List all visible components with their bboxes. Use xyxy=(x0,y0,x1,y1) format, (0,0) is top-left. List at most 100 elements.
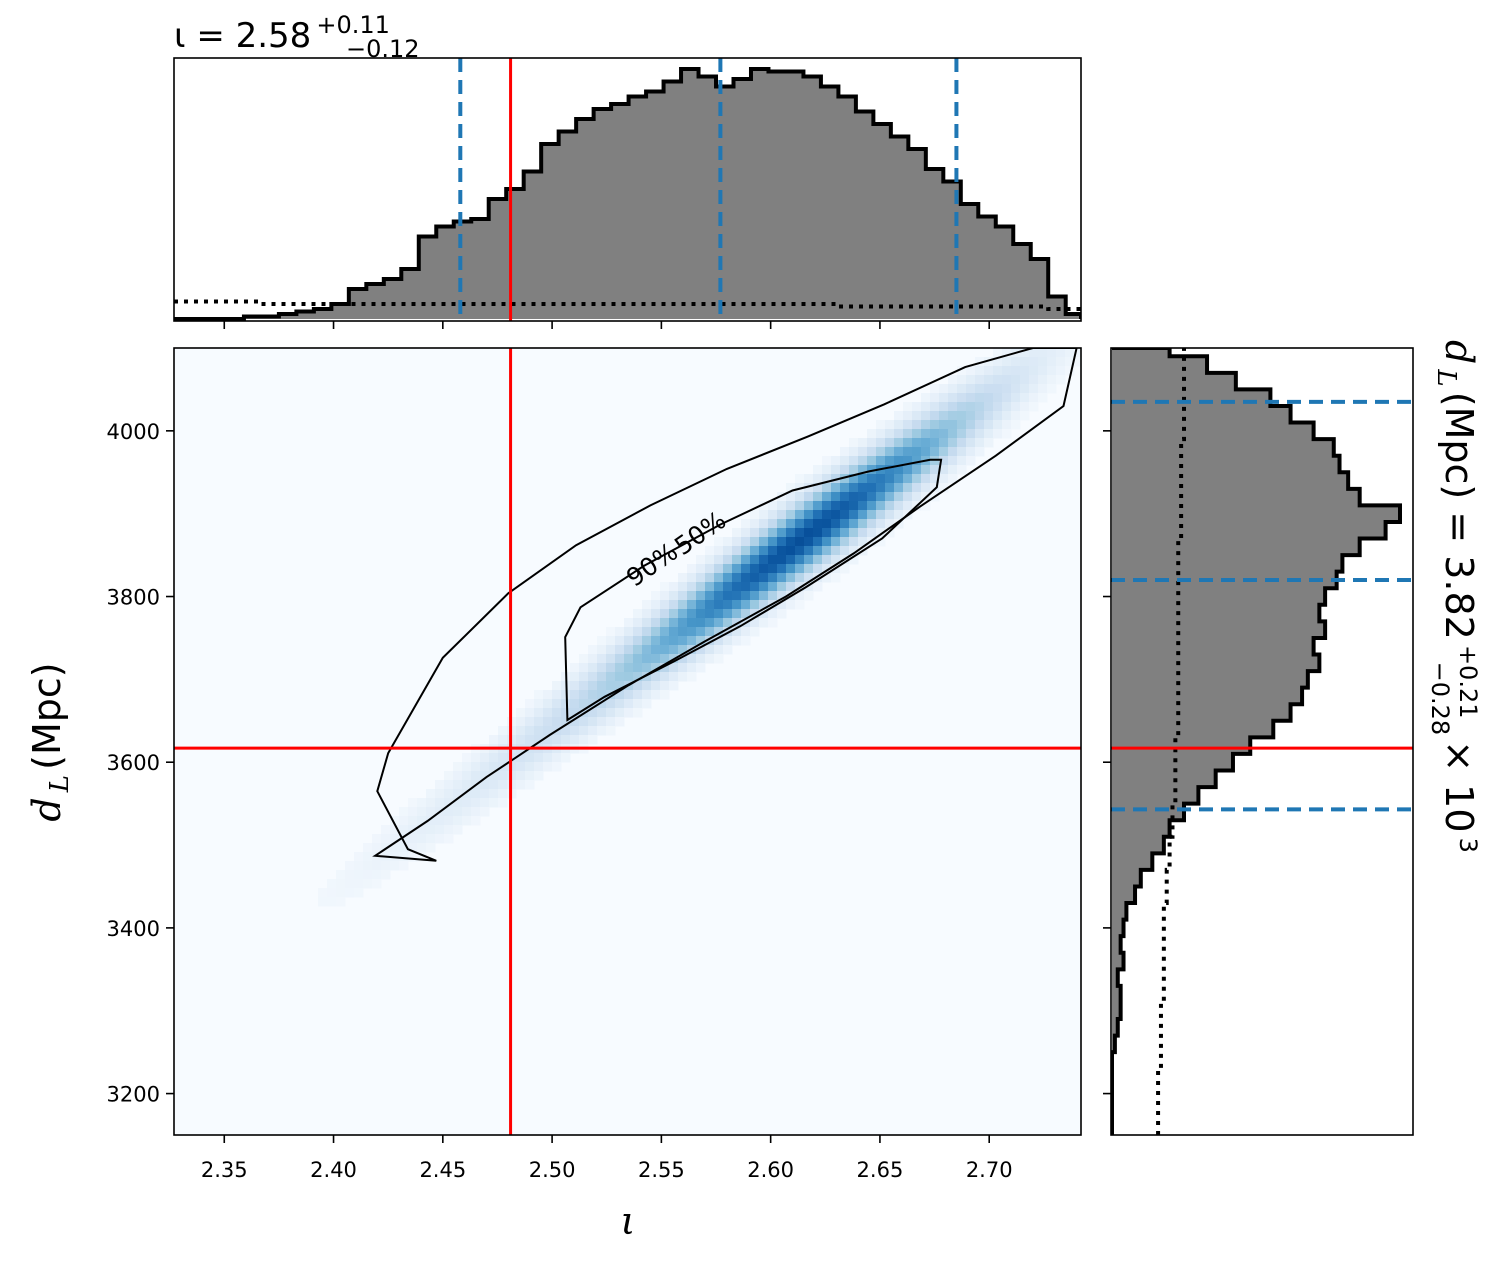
heat-cell xyxy=(741,528,751,538)
heat-cell xyxy=(813,573,823,583)
heat-cell xyxy=(777,492,787,502)
heat-cell xyxy=(840,456,850,466)
heat-cell xyxy=(534,690,544,700)
heat-cell xyxy=(975,411,985,421)
heat-cell xyxy=(606,645,616,655)
heat-cell xyxy=(1038,348,1048,358)
heat-cell xyxy=(597,645,607,655)
heat-cell xyxy=(723,636,733,646)
heat-cell xyxy=(795,600,805,610)
heat-cell xyxy=(876,483,886,493)
top-histogram-fill xyxy=(174,69,1081,319)
heat-cell xyxy=(426,834,436,844)
heat-cell xyxy=(552,735,562,745)
heat-cell xyxy=(921,393,931,403)
heat-cell xyxy=(615,681,625,691)
heat-cell xyxy=(642,600,652,610)
heat-cell xyxy=(696,645,706,655)
heat-cell xyxy=(471,807,481,817)
heat-cell xyxy=(804,546,814,556)
heat-cell xyxy=(390,861,400,871)
heat-cell xyxy=(903,447,913,457)
heat-cell xyxy=(534,717,544,727)
heat-cell xyxy=(813,483,823,493)
heat-cell xyxy=(822,483,832,493)
heat-cell xyxy=(750,510,760,520)
heat-cell xyxy=(669,591,679,601)
heat-cell xyxy=(822,573,832,583)
heat-cell xyxy=(858,465,868,475)
heat-cell xyxy=(975,429,985,439)
heat-cell xyxy=(921,483,931,493)
heat-cell xyxy=(741,636,751,646)
heat-cell xyxy=(993,429,1003,439)
x-tick-label: 2.65 xyxy=(857,1158,904,1182)
heat-cell xyxy=(543,717,553,727)
right-histogram xyxy=(1111,348,1402,1135)
heat-cell xyxy=(480,762,490,772)
heat-cell xyxy=(732,528,742,538)
heat-cell xyxy=(993,366,1003,376)
heat-cell xyxy=(633,609,643,619)
heat-cell xyxy=(660,618,670,628)
heat-cell xyxy=(1047,366,1057,376)
top-histogram-outline xyxy=(174,67,1081,321)
heat-cell xyxy=(930,438,940,448)
heat-cell xyxy=(417,843,427,853)
heat-cell xyxy=(318,897,328,907)
heat-cell xyxy=(912,447,922,457)
heat-cell xyxy=(1002,402,1012,412)
heat-cell xyxy=(489,771,499,781)
heat-cell xyxy=(750,582,760,592)
heat-cell xyxy=(804,555,814,565)
heat-cell xyxy=(534,735,544,745)
heat-cell xyxy=(669,609,679,619)
heat-cell xyxy=(579,717,589,727)
heat-cell xyxy=(615,717,625,727)
heat-cell xyxy=(1020,375,1030,385)
heat-cell xyxy=(813,465,823,475)
heat-cell xyxy=(786,510,796,520)
heat-cell xyxy=(381,861,391,871)
heat-cell xyxy=(786,546,796,556)
heat-cell xyxy=(831,501,841,511)
heat-cell xyxy=(660,690,670,700)
y-axis-label: d L (Mpc) xyxy=(25,662,75,821)
heat-cell xyxy=(1056,357,1066,367)
heat-cell xyxy=(939,429,949,439)
heat-cell xyxy=(606,699,616,709)
heat-cell xyxy=(930,393,940,403)
heat-cell xyxy=(921,420,931,430)
heat-cell xyxy=(966,411,976,421)
x-tick-label: 2.60 xyxy=(747,1158,794,1182)
heat-cell xyxy=(651,663,661,673)
heat-cell xyxy=(1038,393,1048,403)
heat-cell xyxy=(867,510,877,520)
heat-cell xyxy=(552,699,562,709)
heat-cell xyxy=(660,645,670,655)
heat-cell xyxy=(894,510,904,520)
heat-cell xyxy=(1011,411,1021,421)
heat-cell xyxy=(651,672,661,682)
heat-cell xyxy=(984,384,994,394)
heat-cell xyxy=(525,771,535,781)
heat-cell xyxy=(876,537,886,547)
heat-cell xyxy=(687,654,697,664)
heat-cell xyxy=(651,609,661,619)
heat-cell xyxy=(786,582,796,592)
dl-title-value: (Mpc) = 3.82 xyxy=(1437,392,1481,640)
heat-cell xyxy=(849,519,859,529)
heat-cell xyxy=(318,888,328,898)
heat-cell xyxy=(687,618,697,628)
heat-cell xyxy=(966,429,976,439)
heat-cell xyxy=(336,870,346,880)
heat-cell xyxy=(399,825,409,835)
heat-cell xyxy=(615,636,625,646)
heat-cell xyxy=(705,564,715,574)
heat-cell xyxy=(1002,429,1012,439)
heat-cell xyxy=(984,411,994,421)
heat-cell xyxy=(471,816,481,826)
x-tick-label: 2.45 xyxy=(419,1158,466,1182)
heat-cell xyxy=(633,645,643,655)
heat-cell xyxy=(1020,384,1030,394)
